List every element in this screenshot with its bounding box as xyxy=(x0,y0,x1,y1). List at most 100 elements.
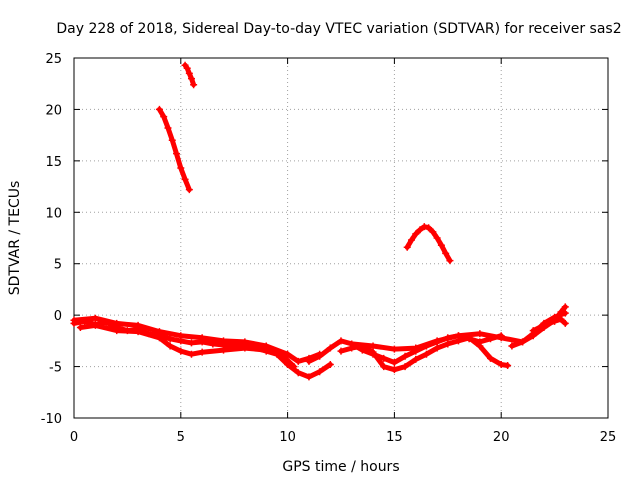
data-point xyxy=(337,337,345,345)
data-point xyxy=(433,234,441,242)
data-point xyxy=(529,327,537,335)
data-point xyxy=(497,334,505,342)
data-point xyxy=(134,321,142,329)
y-tick-label: 15 xyxy=(45,155,62,170)
data-point xyxy=(407,236,415,244)
x-tick-label: 20 xyxy=(493,430,510,445)
data-point xyxy=(425,224,433,232)
y-tick-label: 0 xyxy=(54,309,62,324)
data-point xyxy=(508,342,516,350)
grid-layer xyxy=(74,58,608,418)
tick-layer: 0 5 10 15 20 25 -10 -5 0 5 10 15 20 25 xyxy=(41,52,617,445)
data-point xyxy=(437,241,445,249)
data-point xyxy=(561,303,569,311)
x-tick-label: 10 xyxy=(279,430,296,445)
data-point xyxy=(416,226,424,234)
y-tick-label: -5 xyxy=(49,361,62,376)
data-point xyxy=(403,243,411,251)
data-point xyxy=(390,366,398,374)
data-point xyxy=(305,357,313,365)
track-late-b xyxy=(529,315,569,335)
y-tick-label: -10 xyxy=(41,412,62,427)
chart-title: Day 228 of 2018, Sidereal Day-to-day VTE… xyxy=(56,21,621,37)
data-point xyxy=(412,344,420,352)
data-point xyxy=(185,69,193,77)
data-point xyxy=(198,348,206,356)
data-point xyxy=(390,345,398,353)
plot-frame xyxy=(73,57,609,419)
data-point xyxy=(433,337,441,345)
x-tick-label: 15 xyxy=(386,430,403,445)
data-layer xyxy=(70,61,569,381)
data-point xyxy=(166,335,174,343)
x-axis-label: GPS time / hours xyxy=(282,459,399,475)
data-point xyxy=(390,358,398,366)
data-point xyxy=(166,342,174,350)
data-point xyxy=(337,347,345,355)
data-point xyxy=(262,342,270,350)
data-point xyxy=(173,150,181,158)
data-point xyxy=(420,223,428,231)
data-point xyxy=(561,319,569,327)
data-point xyxy=(284,350,292,358)
data-point xyxy=(412,230,420,238)
data-point xyxy=(185,186,193,194)
data-point xyxy=(91,321,99,329)
data-point xyxy=(476,330,484,338)
data-point xyxy=(316,352,324,360)
data-point xyxy=(183,64,191,72)
series-line xyxy=(71,315,323,364)
data-point xyxy=(326,361,334,369)
data-point xyxy=(187,350,195,358)
data-point xyxy=(369,342,377,350)
data-point xyxy=(220,346,228,354)
data-point xyxy=(187,339,195,347)
data-point xyxy=(504,362,512,370)
track-steep-mid xyxy=(155,105,193,194)
data-point xyxy=(380,363,388,371)
data-point xyxy=(177,347,185,355)
data-point xyxy=(401,352,409,360)
data-point xyxy=(316,368,324,376)
data-point xyxy=(294,357,302,365)
track-arc xyxy=(403,223,454,265)
data-point xyxy=(91,314,99,322)
data-point xyxy=(454,332,462,340)
data-point xyxy=(487,354,495,362)
data-point xyxy=(155,105,163,113)
data-point xyxy=(177,332,185,340)
data-point xyxy=(380,354,388,362)
y-tick-label: 10 xyxy=(45,206,62,221)
data-point xyxy=(168,136,176,144)
data-point xyxy=(348,340,356,348)
track-steep-upper xyxy=(181,61,198,89)
data-point xyxy=(540,321,548,329)
data-point xyxy=(497,361,505,369)
data-point xyxy=(220,337,228,345)
x-tick-label: 25 xyxy=(600,430,617,445)
data-point xyxy=(181,175,189,183)
data-point xyxy=(155,334,163,342)
y-axis-label: SDTVAR / TECUs xyxy=(7,181,23,296)
data-point xyxy=(401,363,409,371)
x-tick-label: 5 xyxy=(177,430,185,445)
data-point xyxy=(113,319,121,327)
track-evening-b xyxy=(337,334,512,374)
data-point xyxy=(305,373,313,381)
data-point xyxy=(442,249,450,257)
data-point xyxy=(290,363,298,371)
data-point xyxy=(160,113,168,121)
y-tick-label: 25 xyxy=(45,52,62,67)
data-point xyxy=(134,328,142,336)
data-point xyxy=(76,323,84,331)
data-point xyxy=(551,317,559,325)
data-point xyxy=(177,164,185,172)
data-point xyxy=(241,338,249,346)
data-point xyxy=(446,257,454,265)
data-point xyxy=(429,228,437,236)
data-point xyxy=(476,342,484,350)
data-point xyxy=(241,344,249,352)
data-point xyxy=(198,334,206,342)
